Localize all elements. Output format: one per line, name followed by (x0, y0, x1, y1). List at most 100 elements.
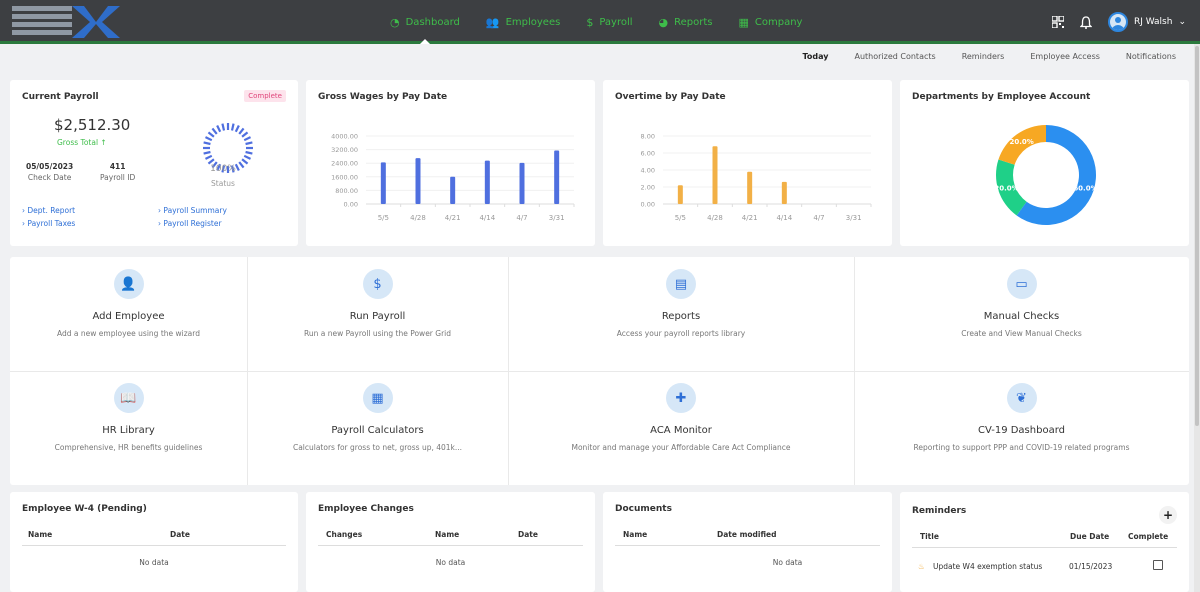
payroll-amount: $2,512.30 (54, 116, 131, 134)
run-payroll-action[interactable]: $ Run Payroll Run a new Payroll using th… (247, 269, 508, 338)
bar (450, 176, 456, 204)
gauge-tick (211, 161, 218, 169)
nav-employees[interactable]: 👥 Employees (476, 0, 570, 44)
manual-checks-action[interactable]: ▭ Manual Checks Create and View Manual C… (854, 269, 1189, 338)
x-tick-label: 4/28 (707, 214, 723, 222)
subnav-today[interactable]: Today (802, 52, 829, 61)
gauge-tick (234, 124, 240, 133)
gauge-tick (234, 163, 240, 172)
subnav-employee-access[interactable]: Employee Access (1030, 52, 1100, 61)
column-header[interactable]: Date (518, 530, 538, 539)
empty-state: No data (435, 558, 466, 567)
action-subtitle: Add a new employee using the wizard (57, 329, 200, 338)
y-tick-label: 3200.00 (331, 146, 358, 154)
current-payroll-card: Current Payroll Complete $2,512.30 Gross… (10, 80, 298, 246)
reminder-icon: ♨ (918, 562, 925, 571)
column-header[interactable]: Name (28, 530, 53, 539)
action-title: Manual Checks (983, 311, 1060, 322)
top-navigation-bar: ◔ Dashboard 👥 Employees $ Payroll ◕ Repo… (0, 0, 1200, 44)
payroll-calculators-action[interactable]: ▦ Payroll Calculators Calculators for gr… (247, 383, 508, 452)
column-header[interactable]: Name (623, 530, 648, 539)
donut-slice (998, 125, 1046, 165)
action-subtitle: Monitor and manage your Affordable Care … (571, 443, 791, 452)
gross-wages-card: Gross Wages by Pay Date 4000.00 3200.00 24… (306, 80, 595, 246)
column-header[interactable]: Due Date (1070, 532, 1110, 541)
link-label: Dept. Report (27, 206, 76, 215)
subnav-reminders[interactable]: Reminders (961, 52, 1005, 61)
payroll-id: 411 Payroll ID (100, 162, 135, 182)
table-header: Name Date (22, 526, 286, 546)
chart-title: Departments by Employee Account (912, 92, 1091, 102)
payroll-register-link[interactable]: › Payroll Register (158, 219, 222, 228)
gross-wages-chart: 4000.00 3200.00 2400.00 1600.00 800.00 0.00 5/… (331, 133, 575, 222)
gauge-tick (241, 158, 249, 165)
y-tick-label: 0.00 (641, 201, 655, 209)
add-user-icon: 👤 (113, 269, 144, 299)
bell-icon[interactable] (1079, 15, 1092, 29)
bar (747, 171, 753, 204)
pie-icon: ◕ (658, 15, 669, 29)
link-label: Payroll Summary (163, 206, 227, 215)
user-menu[interactable]: RJ Walsh ⌄ (1107, 12, 1186, 32)
y-tick-label: 0.00 (344, 201, 358, 209)
nav-label: Company (754, 16, 803, 28)
gauge-tick (204, 154, 213, 160)
check-date: 05/05/2023 Check Date (26, 162, 73, 182)
payroll-summary-link[interactable]: › Payroll Summary (158, 206, 227, 215)
action-subtitle: Create and View Manual Checks (961, 329, 1082, 338)
donut-slice (1016, 125, 1096, 225)
gross-total-label: Gross Total ↑ (57, 138, 107, 147)
chart-title: Gross Wages by Pay Date (318, 92, 448, 102)
payroll-taxes-link[interactable]: › Payroll Taxes (22, 219, 76, 228)
dept-report-link[interactable]: › Dept. Report (22, 206, 76, 215)
column-header[interactable]: Complete (1128, 532, 1169, 541)
column-header[interactable]: Title (920, 532, 939, 541)
employee-w4-card: Employee W-4 (Pending) Name Date No data (10, 492, 298, 592)
action-subtitle: Comprehensive, HR benefits guidelines (54, 443, 203, 452)
gauge-tick (243, 136, 252, 142)
reports-action[interactable]: ▤ Reports Access your payroll reports li… (508, 269, 854, 338)
complete-checkbox[interactable] (1153, 560, 1163, 570)
column-header[interactable]: Name (435, 530, 460, 539)
quick-actions-grid: 👤 Add Employee Add a new employee using … (10, 257, 1189, 485)
column-header[interactable]: Date (170, 530, 190, 539)
main-nav: ◔ Dashboard 👥 Employees $ Payroll ◕ Repo… (380, 0, 818, 44)
lungs-icon: ❦ (1006, 383, 1037, 413)
card-title: Employee Changes (318, 504, 414, 514)
qr-code-icon[interactable] (1051, 16, 1064, 28)
subnav-authorized-contacts[interactable]: Authorized Contacts (854, 52, 936, 61)
company-logo[interactable] (12, 2, 124, 42)
aca-monitor-action[interactable]: ✚ ACA Monitor Monitor and manage your Af… (508, 383, 854, 452)
cv19-dashboard-action[interactable]: ❦ CV-19 Dashboard Reporting to support P… (854, 383, 1189, 452)
gauge-tick (216, 124, 222, 133)
document-icon: ▤ (666, 269, 696, 299)
nav-dashboard[interactable]: ◔ Dashboard (380, 0, 470, 44)
scrollbar-thumb[interactable] (1195, 46, 1199, 426)
gauge-tick (243, 154, 252, 160)
calculator-icon: ▦ (362, 383, 393, 413)
add-reminder-button[interactable]: + (1159, 506, 1177, 524)
bar (781, 181, 787, 204)
action-title: Run Payroll (349, 311, 406, 322)
dollar-icon: $ (586, 15, 594, 29)
nav-reports[interactable]: ◕ Reports (649, 0, 723, 44)
gauge-tick (241, 131, 249, 138)
sub-navigation: Today Authorized Contacts Reminders Empl… (803, 52, 1177, 61)
column-header[interactable]: Changes (326, 530, 363, 539)
column-header[interactable]: Date modified (717, 530, 777, 539)
nav-label: Payroll (599, 16, 633, 28)
card-title: Documents (615, 504, 672, 514)
nav-label: Employees (505, 16, 561, 28)
action-title: CV-19 Dashboard (977, 425, 1065, 436)
link-label: Payroll Register (163, 219, 222, 228)
y-tick-label: 2400.00 (331, 160, 358, 168)
nav-company[interactable]: ▦ Company (729, 0, 813, 44)
donut-slice (996, 159, 1027, 216)
add-employee-action[interactable]: 👤 Add Employee Add a new employee using … (10, 269, 247, 338)
x-tick-label: 4/14 (479, 214, 495, 222)
link-label: Payroll Taxes (27, 219, 76, 228)
hr-library-action[interactable]: 📖 HR Library Comprehensive, HR benefits … (10, 383, 247, 452)
subnav-notifications[interactable]: Notifications (1125, 52, 1176, 61)
table-header: Name Date modified (615, 526, 880, 546)
nav-payroll[interactable]: $ Payroll (576, 0, 642, 44)
